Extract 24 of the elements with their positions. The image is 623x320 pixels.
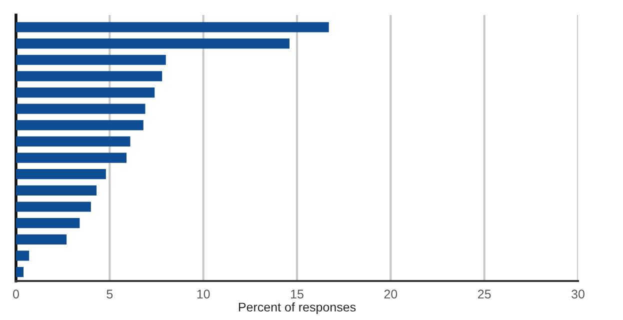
x-axis-title: Percent of responses [238,302,356,314]
bar [16,54,166,65]
x-tick-label: 0 [13,290,19,299]
bar [16,22,329,32]
bar [16,266,24,278]
bar [16,250,30,261]
bar [16,136,130,147]
x-tick-label: 10 [197,290,210,299]
x-tick-label: 25 [478,290,491,299]
bar [16,38,290,49]
bar [16,152,127,163]
x-tick-label: 20 [384,290,398,299]
x-tick-label: 15 [291,290,304,299]
bar [16,234,67,244]
bar [16,120,144,130]
x-tick-label: 30 [572,290,584,299]
bar [16,185,97,196]
bar [16,104,146,114]
bar [16,71,162,82]
bar [16,169,106,180]
x-tick-label: 5 [106,290,113,299]
bar [16,202,91,212]
bar [16,87,155,98]
bar [16,218,80,228]
